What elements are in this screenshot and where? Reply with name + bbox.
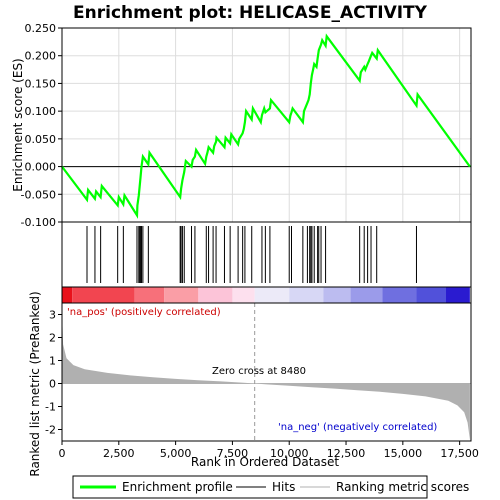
x-tick-label: 5,000 — [160, 447, 192, 460]
x-tick-label: 0 — [59, 447, 66, 460]
zero-cross-annotation: Zero cross at 8480 — [212, 366, 306, 377]
es-y-axis-label: Enrichment score (ES) — [11, 58, 25, 191]
metric-tick-label: 0 — [49, 378, 56, 391]
x-tick-label: 12,500 — [327, 447, 366, 460]
colorbar-segment — [446, 287, 470, 303]
x-tick-label: 7,500 — [217, 447, 249, 460]
metric-frame — [61, 302, 472, 442]
colorbar — [61, 286, 472, 304]
es-tick-label: 0.200 — [25, 50, 57, 63]
pos-annotation: 'na_pos' (positively correlated) — [67, 307, 221, 318]
colorbar-segment — [416, 287, 447, 303]
legend: Enrichment profile Hits Ranking metric s… — [72, 475, 469, 499]
colorbar-segment — [232, 287, 255, 303]
colorbar-segment — [323, 287, 351, 303]
metric-tick-label: 1 — [49, 355, 56, 368]
colorbar-segment — [134, 287, 165, 303]
es-tick-label: 0.050 — [25, 133, 57, 146]
x-tick-label: 2,500 — [103, 447, 135, 460]
es-tick-label: -0.050 — [21, 188, 56, 201]
enrichment-profile-line — [61, 33, 471, 219]
colorbar-segment — [164, 287, 199, 303]
metric-tick-label: 2 — [49, 332, 56, 345]
legend-label-metric: Ranking metric scores — [336, 480, 469, 494]
neg-annotation: 'na_neg' (negatively correlated) — [278, 422, 437, 433]
x-tick-label: 17,500 — [440, 447, 479, 460]
legend-label-enrichment: Enrichment profile — [122, 480, 233, 494]
metric-tick-label: -1 — [45, 401, 56, 414]
metric-panel: -2 -1 0 1 2 3 — [45, 302, 472, 442]
x-tick-label: 10,000 — [270, 447, 309, 460]
colorbar-segment — [198, 287, 233, 303]
x-axis: 0 2,500 5,000 7,500 10,000 12,500 15,000 17,500 — [59, 441, 479, 460]
hits-panel — [61, 221, 472, 288]
es-tick-label: 0.000 — [25, 161, 57, 174]
metric-tick-label: 3 — [49, 309, 56, 322]
es-tick-label: 0.150 — [25, 77, 57, 90]
colorbar-segment — [350, 287, 383, 303]
colorbar-segment — [62, 287, 73, 303]
legend-label-hits: Hits — [272, 480, 295, 494]
chart-title: Enrichment plot: HELICASE_ACTIVITY — [73, 3, 428, 23]
colorbar-segment — [382, 287, 417, 303]
x-axis-label: Rank in Ordered Dataset — [191, 455, 339, 469]
metric-y-axis-label: Ranked list metric (PreRanked) — [28, 291, 42, 476]
es-tick-label: 0.100 — [25, 105, 57, 118]
colorbar-segment — [72, 287, 135, 303]
es-tick-label: -0.100 — [21, 216, 56, 229]
es-panel: -0.100 -0.050 0.000 0.050 0.100 0.150 0.200 0.2… — [21, 22, 472, 229]
colorbar-segment — [254, 287, 290, 303]
colorbar-segment — [289, 287, 324, 303]
x-tick-label: 15,000 — [384, 447, 423, 460]
es-frame — [61, 27, 472, 223]
metric-tick-label: -2 — [45, 424, 56, 437]
es-tick-label: 0.250 — [25, 22, 57, 35]
